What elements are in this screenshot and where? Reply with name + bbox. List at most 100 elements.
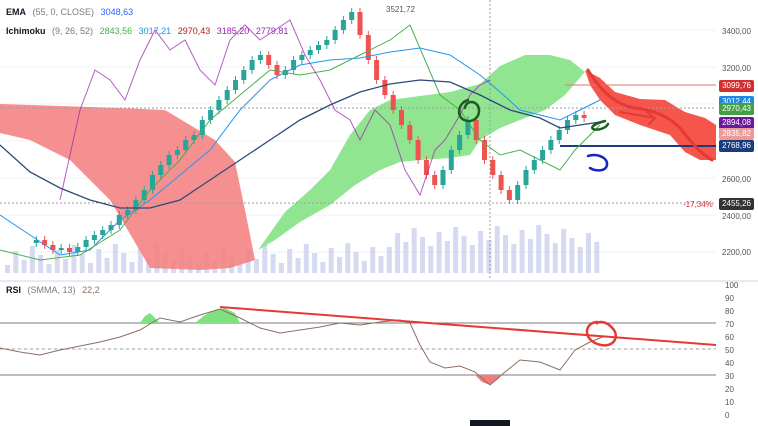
volume-bar	[262, 245, 268, 273]
candle-body	[399, 110, 404, 125]
volume-bar	[345, 243, 351, 273]
rsi-axis[interactable]: 100 90 80 70 60 50 40 30 20 10 0	[725, 281, 739, 420]
time-cursor-marker[interactable]	[470, 420, 510, 426]
volume-bar	[403, 242, 409, 273]
candle-body	[407, 125, 413, 140]
volume-bar	[586, 233, 591, 273]
volume-bar	[469, 245, 475, 273]
rsi-legend-params: (SMMA, 13)	[27, 285, 76, 295]
candle-body	[191, 135, 197, 140]
volume-bar	[577, 247, 583, 273]
volume-bar	[328, 248, 334, 273]
candle-body	[100, 230, 106, 235]
candle-body	[274, 65, 280, 75]
candle-body	[241, 70, 247, 80]
ichimoku-cloud-bullish	[258, 55, 585, 250]
candle-body	[382, 80, 388, 95]
price-tick: 2400,00	[722, 212, 751, 221]
volume-bar	[536, 225, 542, 273]
volume-bar	[436, 232, 442, 273]
blue-hook-drawing[interactable]	[586, 153, 609, 172]
red-trend-curve[interactable]	[586, 68, 714, 162]
price-tick: 2200,00	[722, 248, 751, 257]
candle-body	[465, 120, 471, 135]
candle-body	[581, 115, 587, 118]
volume-bar	[21, 260, 27, 273]
ema-line	[0, 79, 601, 209]
rsi-legend-value: 22,2	[82, 285, 100, 295]
volume-bar	[88, 263, 93, 273]
candle-body	[340, 20, 346, 30]
candle-body	[415, 140, 421, 160]
candle-body	[166, 155, 172, 165]
rsi-legend[interactable]: RSI (SMMA, 13) 22,2	[6, 284, 104, 296]
volume-bar	[511, 244, 517, 273]
rsi-tick: 80	[725, 307, 734, 316]
price-candles	[33, 8, 587, 256]
green-small-drawing[interactable]	[591, 119, 610, 131]
volume-bar	[378, 256, 384, 273]
volume-bar	[46, 264, 52, 273]
candle-body	[199, 120, 205, 135]
rsi-tick: 0	[725, 411, 730, 420]
volume-bar	[104, 258, 110, 273]
candle-body	[506, 190, 512, 200]
candle-body	[531, 160, 537, 170]
ichimoku-legend-name: Ichimoku	[6, 26, 46, 36]
candle-body	[473, 120, 479, 140]
candle-body	[150, 175, 155, 190]
candle-body	[183, 140, 189, 150]
price-label-level: 2455,26	[719, 198, 754, 210]
volume-bar	[361, 261, 367, 273]
volume-bar	[594, 242, 600, 273]
price-axis[interactable]: 3400,00 3200,00 2600,00 2400,00 2200,00	[722, 27, 751, 257]
candle-body	[75, 247, 81, 252]
volume-bar	[519, 230, 525, 273]
candle-body	[316, 45, 321, 50]
volume-bar	[420, 237, 425, 273]
volume-bar	[561, 229, 567, 273]
rsi-red-circle[interactable]	[585, 320, 617, 347]
user-drawings[interactable]	[457, 68, 714, 172]
candle-body	[390, 95, 396, 110]
candle-body	[573, 115, 579, 120]
candle-body	[457, 135, 463, 150]
rsi-trendline[interactable]	[219, 306, 717, 346]
candle-body	[133, 200, 139, 210]
volume-bar	[137, 248, 143, 273]
candle-body	[423, 160, 429, 175]
rsi-pane	[0, 306, 717, 386]
ichimoku-legend[interactable]: Ichimoku (9, 26, 52) 2843,56 3017,21 297…	[6, 25, 292, 37]
volume-bar	[278, 263, 284, 273]
volume-bar	[295, 258, 301, 273]
candle-body	[233, 80, 238, 90]
candle-body	[50, 245, 56, 250]
candle-body	[42, 240, 48, 245]
volume-bar	[527, 239, 533, 273]
rsi-legend-name: RSI	[6, 285, 22, 295]
volume-bar	[444, 241, 450, 273]
rsi-tick: 60	[725, 333, 734, 342]
volume-bar	[395, 233, 401, 273]
ema-legend[interactable]: EMA (55, 0, CLOSE) 3048,63	[6, 6, 137, 18]
candle-body	[448, 150, 454, 170]
rsi-line	[0, 308, 606, 386]
volume-bar	[270, 254, 276, 273]
rsi-tick: 30	[725, 372, 734, 381]
kijun-line	[0, 47, 601, 256]
chikou-line	[59, 19, 491, 201]
candle-body	[556, 130, 562, 140]
candle-body	[174, 150, 180, 155]
candle-body	[540, 150, 546, 160]
volume-bar	[428, 246, 434, 273]
ichimoku-cloud-bearish	[0, 104, 255, 270]
volume-bar	[494, 226, 500, 273]
volume-bar	[38, 255, 44, 273]
candle-body	[158, 165, 164, 175]
green-circle-drawing[interactable]	[457, 98, 481, 123]
volume-bar	[79, 254, 85, 273]
volume-bar	[287, 249, 293, 273]
price-tick: 3400,00	[722, 27, 751, 36]
red-arrow[interactable]	[619, 111, 656, 125]
